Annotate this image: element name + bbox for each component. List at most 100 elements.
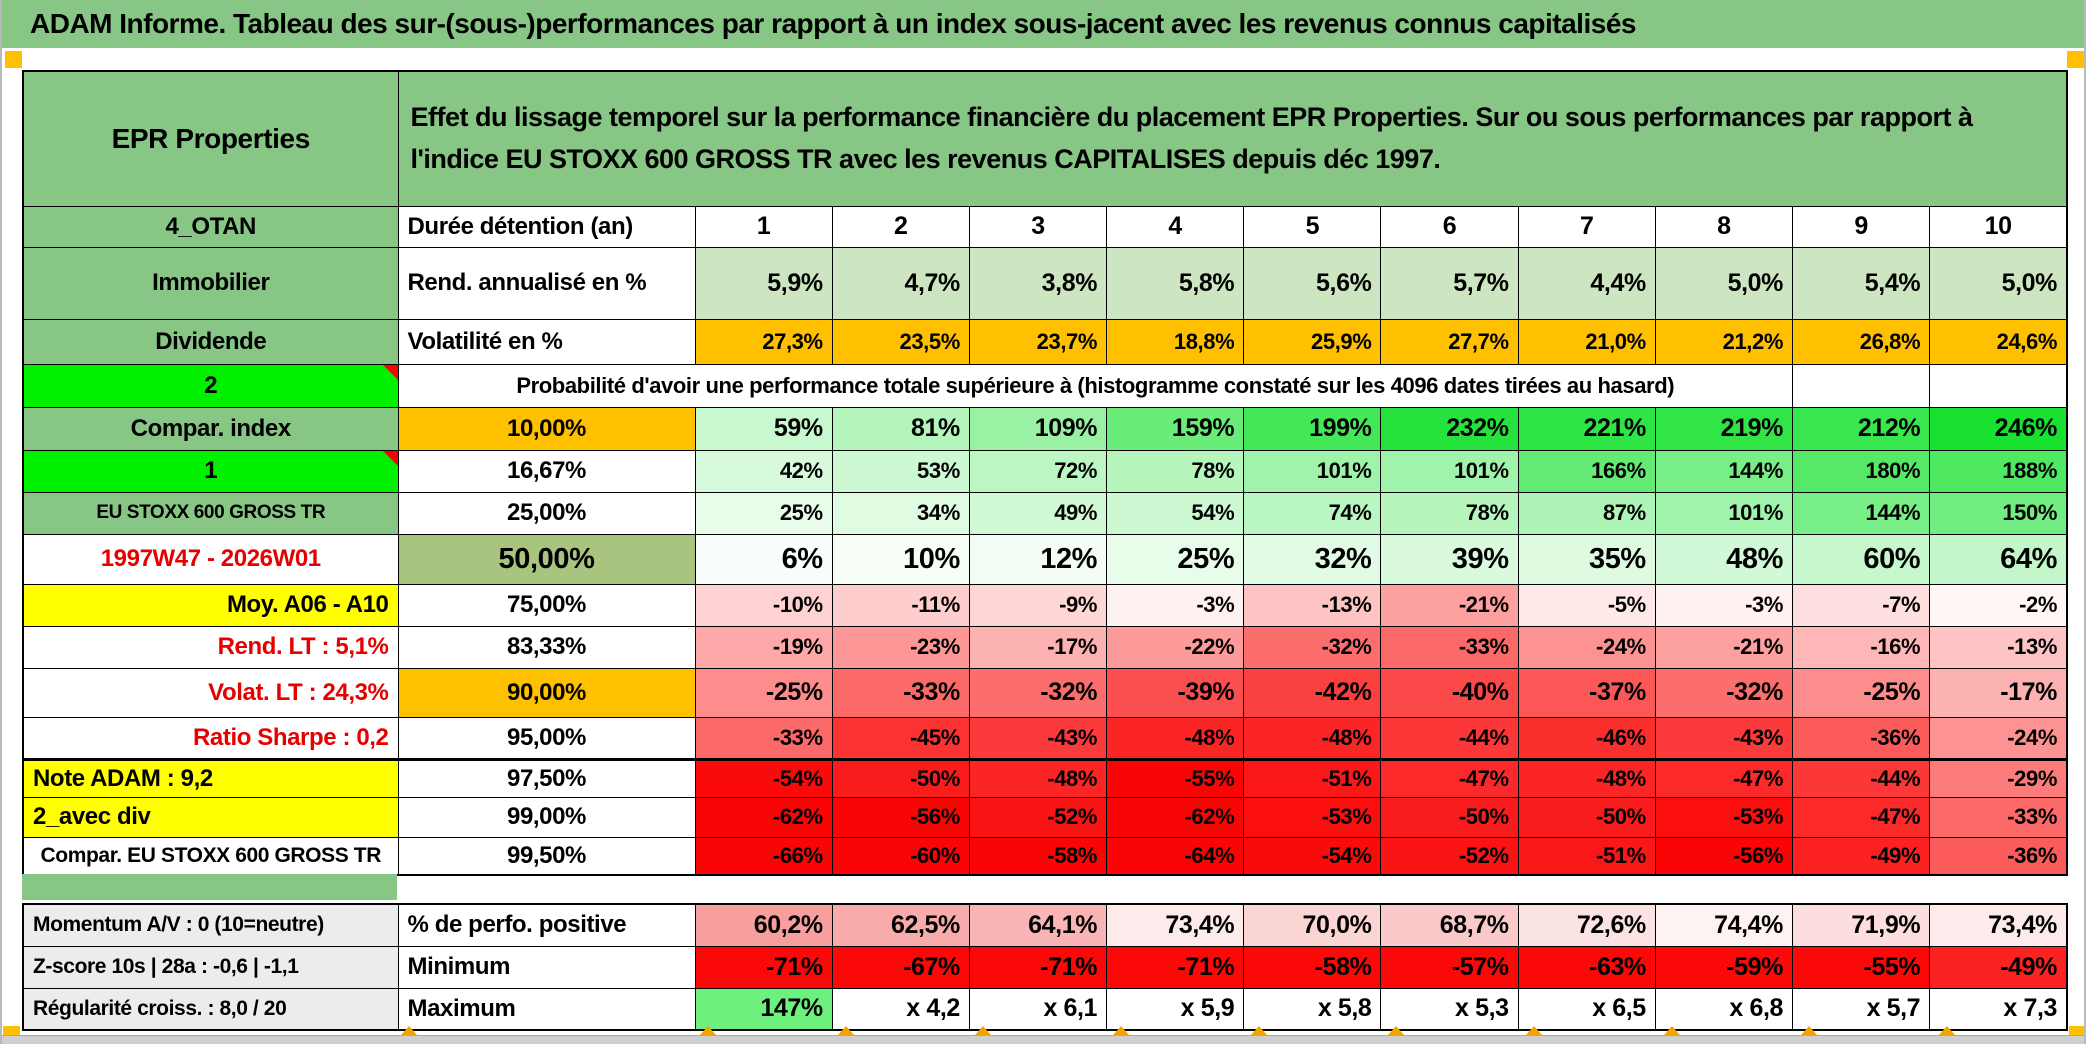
percentile-95-c4[interactable]: -48% xyxy=(1106,716,1245,760)
percentile-50-c10[interactable]: 64% xyxy=(1929,533,2068,585)
percentile-90-c2[interactable]: -33% xyxy=(831,667,970,718)
percentile-83-c6[interactable]: -33% xyxy=(1380,625,1519,669)
annualized-return-c5[interactable]: 5,6% xyxy=(1243,246,1382,320)
maximum-b[interactable]: Maximum xyxy=(397,987,696,1031)
percentile-95-c3[interactable]: -43% xyxy=(968,716,1108,760)
percentile-83-c2[interactable]: -23% xyxy=(831,625,970,669)
volatility-c1[interactable]: 27,3% xyxy=(694,318,833,365)
percentile-90-c10[interactable]: -17% xyxy=(1929,667,2068,718)
holding-period-c4[interactable]: 4 xyxy=(1106,205,1245,248)
percentile-97-c9[interactable]: -44% xyxy=(1791,757,1931,798)
percentile-995-c5[interactable]: -54% xyxy=(1243,836,1382,876)
percentile-10-c7[interactable]: 221% xyxy=(1517,406,1656,451)
table-description-cell[interactable]: Effet du lissage temporel sur la perform… xyxy=(397,70,2068,207)
percentile-50-c3[interactable]: 12% xyxy=(968,533,1108,585)
percentile-95-c7[interactable]: -46% xyxy=(1517,716,1656,760)
percentile-95-b[interactable]: 95,00% xyxy=(397,716,696,760)
annualized-return-c7[interactable]: 4,4% xyxy=(1517,246,1656,320)
minimum-c2[interactable]: -67% xyxy=(831,945,970,989)
percentile-99-c10[interactable]: -33% xyxy=(1929,796,2068,838)
percentile-75-c3[interactable]: -9% xyxy=(968,583,1108,627)
minimum-c7[interactable]: -63% xyxy=(1517,945,1656,989)
percentile-995-c1[interactable]: -66% xyxy=(694,836,833,876)
holding-period-c6[interactable]: 6 xyxy=(1380,205,1519,248)
percentile-75-c1[interactable]: -10% xyxy=(694,583,833,627)
holding-period-c1[interactable]: 1 xyxy=(694,205,833,248)
percentile-10-c8[interactable]: 219% xyxy=(1654,406,1794,451)
percentile-99-c4[interactable]: -62% xyxy=(1106,796,1245,838)
percentile-90-c7[interactable]: -37% xyxy=(1517,667,1656,718)
percentile-75-c8[interactable]: -3% xyxy=(1654,583,1794,627)
annualized-return-c10[interactable]: 5,0% xyxy=(1929,246,2068,320)
percentile-50-c8[interactable]: 48% xyxy=(1654,533,1794,585)
percentile-75-c6[interactable]: -21% xyxy=(1380,583,1519,627)
percentile-99-c2[interactable]: -56% xyxy=(831,796,970,838)
positive-perf-c9[interactable]: 71,9% xyxy=(1791,903,1931,947)
percentile-97-c7[interactable]: -48% xyxy=(1517,757,1656,798)
percentile-99-label[interactable]: 2_avec div xyxy=(22,796,399,838)
percentile-10-c2[interactable]: 81% xyxy=(831,406,970,451)
percentile-995-c2[interactable]: -60% xyxy=(831,836,970,876)
volatility-b[interactable]: Volatilité en % xyxy=(397,318,696,365)
percentile-99-c9[interactable]: -47% xyxy=(1791,796,1931,838)
percentile-90-c1[interactable]: -25% xyxy=(694,667,833,718)
percentile-95-c10[interactable]: -24% xyxy=(1929,716,2068,760)
percentile-25-c5[interactable]: 74% xyxy=(1243,491,1382,535)
percentile-25-label[interactable]: EU STOXX 600 GROSS TR xyxy=(22,491,399,535)
percentile-50-c9[interactable]: 60% xyxy=(1791,533,1931,585)
percentile-90-label[interactable]: Volat. LT : 24,3% xyxy=(22,667,399,718)
percentile-95-c1[interactable]: -33% xyxy=(694,716,833,760)
percentile-75-c2[interactable]: -11% xyxy=(831,583,970,627)
percentile-83-c10[interactable]: -13% xyxy=(1929,625,2068,669)
probability-banner-c2[interactable] xyxy=(1929,363,2068,408)
percentile-995-b[interactable]: 99,50% xyxy=(397,836,696,876)
volatility-c5[interactable]: 25,9% xyxy=(1243,318,1382,365)
percentile-10-c3[interactable]: 109% xyxy=(968,406,1108,451)
percentile-75-c9[interactable]: -7% xyxy=(1791,583,1931,627)
holding-period-b[interactable]: Durée détention (an) xyxy=(397,205,696,248)
percentile-16-c10[interactable]: 188% xyxy=(1929,449,2068,493)
percentile-10-label[interactable]: Compar. index xyxy=(22,406,399,451)
percentile-25-c1[interactable]: 25% xyxy=(694,491,833,535)
positive-perf-c7[interactable]: 72,6% xyxy=(1517,903,1656,947)
percentile-90-c9[interactable]: -25% xyxy=(1791,667,1931,718)
percentile-995-c6[interactable]: -52% xyxy=(1380,836,1519,876)
percentile-995-c10[interactable]: -36% xyxy=(1929,836,2068,876)
minimum-c9[interactable]: -55% xyxy=(1791,945,1931,989)
percentile-50-c4[interactable]: 25% xyxy=(1106,533,1245,585)
percentile-10-b[interactable]: 10,00% xyxy=(397,406,696,451)
percentile-995-c9[interactable]: -49% xyxy=(1791,836,1931,876)
holding-period-c5[interactable]: 5 xyxy=(1243,205,1382,248)
percentile-99-c6[interactable]: -50% xyxy=(1380,796,1519,838)
percentile-99-c5[interactable]: -53% xyxy=(1243,796,1382,838)
holding-period-c8[interactable]: 8 xyxy=(1654,205,1794,248)
percentile-995-c4[interactable]: -64% xyxy=(1106,836,1245,876)
maximum-c2[interactable]: x 4,2 xyxy=(831,987,970,1031)
volatility-c2[interactable]: 23,5% xyxy=(831,318,970,365)
percentile-16-c9[interactable]: 180% xyxy=(1791,449,1931,493)
percentile-83-c4[interactable]: -22% xyxy=(1106,625,1245,669)
percentile-16-c4[interactable]: 78% xyxy=(1106,449,1245,493)
maximum-c1[interactable]: 147% xyxy=(694,987,833,1031)
percentile-95-c6[interactable]: -44% xyxy=(1380,716,1519,760)
percentile-10-c1[interactable]: 59% xyxy=(694,406,833,451)
minimum-b[interactable]: Minimum xyxy=(397,945,696,989)
annualized-return-c8[interactable]: 5,0% xyxy=(1654,246,1794,320)
percentile-50-c2[interactable]: 10% xyxy=(831,533,970,585)
minimum-c6[interactable]: -57% xyxy=(1380,945,1519,989)
percentile-90-c8[interactable]: -32% xyxy=(1654,667,1794,718)
percentile-16-c2[interactable]: 53% xyxy=(831,449,970,493)
maximum-c9[interactable]: x 5,7 xyxy=(1791,987,1931,1031)
percentile-75-label[interactable]: Moy. A06 - A10 xyxy=(22,583,399,627)
probability-banner-c1[interactable] xyxy=(1791,363,1931,408)
percentile-97-c4[interactable]: -55% xyxy=(1106,757,1245,798)
percentile-16-label[interactable]: 1 xyxy=(22,449,399,493)
volatility-c8[interactable]: 21,2% xyxy=(1654,318,1794,365)
percentile-97-c8[interactable]: -47% xyxy=(1654,757,1794,798)
holding-period-c7[interactable]: 7 xyxy=(1517,205,1656,248)
holding-period-c2[interactable]: 2 xyxy=(831,205,970,248)
annualized-return-c9[interactable]: 5,4% xyxy=(1791,246,1931,320)
percentile-995-c3[interactable]: -58% xyxy=(968,836,1108,876)
percentile-97-c2[interactable]: -50% xyxy=(831,757,970,798)
percentile-83-c1[interactable]: -19% xyxy=(694,625,833,669)
